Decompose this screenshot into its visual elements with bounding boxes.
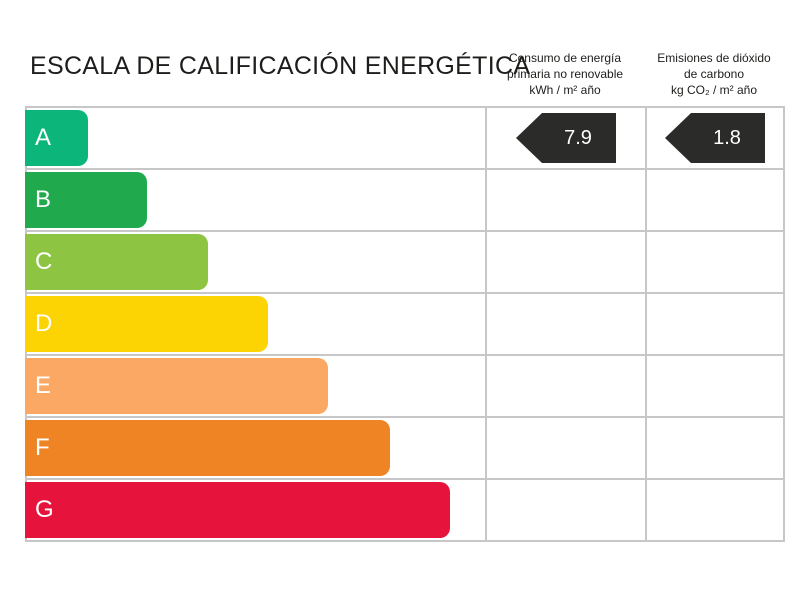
scale-cell-a: A xyxy=(25,108,485,168)
emissions-header-line2: de carbono xyxy=(683,67,745,81)
emissions-cell-c xyxy=(647,232,783,292)
emissions-cell-d xyxy=(647,294,783,354)
consumption-cell-d xyxy=(487,294,645,354)
emissions-header-line1: Emisiones de dióxido xyxy=(657,51,771,65)
scale-cell-e: E xyxy=(25,356,485,416)
consumption-value: 7.9 xyxy=(564,126,592,149)
scale-cell-d: D xyxy=(25,294,485,354)
rating-bar-f: F xyxy=(25,420,390,476)
rating-letter-f: F xyxy=(35,434,50,461)
rating-bar-e: E xyxy=(25,358,328,414)
rating-table: A 7.9 1.8 B xyxy=(25,106,785,542)
consumption-arrow-a: 7.9 xyxy=(516,113,616,163)
emissions-cell-a: 1.8 xyxy=(647,108,783,168)
consumption-cell-f xyxy=(487,418,645,478)
emissions-header-units: kg CO₂ / m² año xyxy=(670,83,757,97)
emissions-cell-g xyxy=(647,480,783,540)
scale-cell-f: F xyxy=(25,418,485,478)
emissions-cell-b xyxy=(647,170,783,230)
rating-bar-d: D xyxy=(25,296,268,352)
scale-cell-b: B xyxy=(25,170,485,230)
consumption-cell-c xyxy=(487,232,645,292)
consumption-header-units: kWh / m² año xyxy=(529,83,601,97)
consumption-cell-b xyxy=(487,170,645,230)
rating-letter-e: E xyxy=(35,372,52,399)
emissions-arrow-a: 1.8 xyxy=(665,113,765,163)
emissions-column-header: Emisiones de dióxido de carbono kg CO₂ /… xyxy=(645,50,783,98)
emissions-value: 1.8 xyxy=(713,126,741,149)
consumption-column-header: Consumo de energía primaria no renovable… xyxy=(485,50,645,98)
consumption-cell-g xyxy=(487,480,645,540)
rating-letter-c: C xyxy=(35,248,53,275)
page-title: ESCALA DE CALIFICACIÓN ENERGÉTICA xyxy=(30,52,531,80)
rating-letter-g: G xyxy=(35,496,54,523)
rating-letter-a: A xyxy=(35,124,52,151)
consumption-header-line1: Consumo de energía xyxy=(508,51,622,65)
rating-letter-d: D xyxy=(35,310,53,337)
scale-cell-g: G xyxy=(25,480,485,540)
scale-cell-c: C xyxy=(25,232,485,292)
consumption-cell-a: 7.9 xyxy=(487,108,645,168)
consumption-header-line2: primaria no renovable xyxy=(506,67,624,81)
rating-bar-a: A xyxy=(25,110,88,166)
emissions-cell-e xyxy=(647,356,783,416)
emissions-cell-f xyxy=(647,418,783,478)
rating-bar-g: G xyxy=(25,482,450,538)
rating-letter-b: B xyxy=(35,186,52,213)
rating-bar-b: B xyxy=(25,172,147,228)
consumption-cell-e xyxy=(487,356,645,416)
rating-bar-c: C xyxy=(25,234,208,290)
